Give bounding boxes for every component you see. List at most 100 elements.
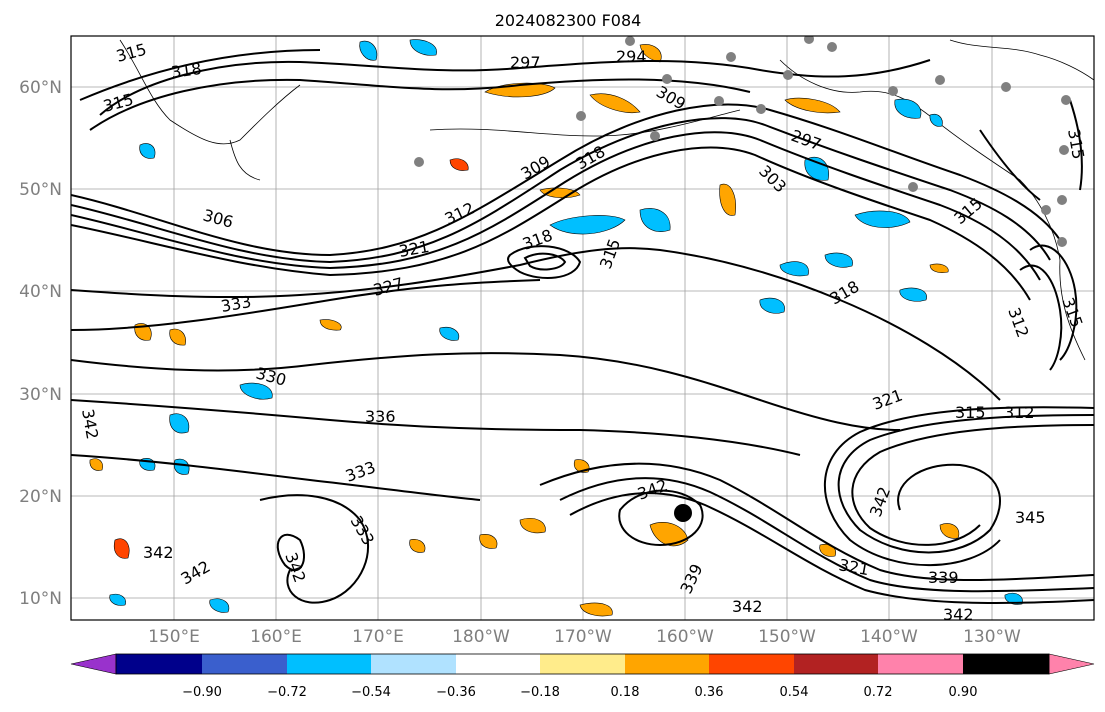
colorbar-tick-label: 0.90 <box>949 685 978 700</box>
map-title: 2024082300 F084 <box>495 11 642 30</box>
colorbar-segment <box>878 654 963 674</box>
shaded-region <box>173 458 190 475</box>
coastline <box>949 39 1094 81</box>
contour-label: 342 <box>143 543 174 562</box>
contour-label: 342 <box>732 597 763 616</box>
lat-tick-label: 30°N <box>19 385 62 405</box>
contour-line <box>71 131 1041 281</box>
contour-label: 345 <box>1015 508 1046 527</box>
shaded-region <box>169 328 186 346</box>
colorbar-tick-label: −0.90 <box>182 685 222 700</box>
station-marker <box>576 111 586 121</box>
colorbar-segment <box>371 654 456 674</box>
colorbar-tick-label: −0.72 <box>267 685 307 700</box>
contour-line <box>71 454 481 501</box>
station-marker <box>650 131 660 141</box>
station-marker <box>1061 95 1071 105</box>
colorbar-tick-label: −0.54 <box>351 685 391 700</box>
station-marker <box>935 75 945 85</box>
station-marker <box>1041 205 1051 215</box>
storm-center-marker <box>674 504 692 522</box>
lon-tick-label: 170°W <box>554 627 612 647</box>
station-marker <box>1057 237 1067 247</box>
station-marker <box>714 96 724 106</box>
shaded-region <box>89 458 103 471</box>
shaded-region <box>113 538 130 559</box>
colorbar-segment <box>625 654 709 674</box>
coastline <box>1059 259 1086 361</box>
map-background <box>71 36 1094 620</box>
coastline <box>119 39 301 145</box>
contour-line <box>71 117 1051 264</box>
shaded-region <box>409 539 426 553</box>
colorbar-segment <box>709 654 794 674</box>
lon-tick-label: 160°W <box>656 627 714 647</box>
colorbar-tick-label: 0.18 <box>611 685 640 700</box>
contour-line <box>523 252 567 271</box>
lon-tick-label: 180°W <box>452 627 510 647</box>
height-contours <box>71 49 1094 604</box>
colorbar-segment <box>202 654 287 674</box>
shaded-region <box>1004 592 1023 605</box>
shaded-region <box>209 598 230 613</box>
contour-line <box>559 477 1094 593</box>
shaded-region <box>824 252 853 268</box>
contour-line <box>539 462 1094 581</box>
lat-tick-label: 10°N <box>19 589 62 609</box>
shaded-region <box>939 523 960 539</box>
contour-line <box>618 489 704 547</box>
shaded-region <box>409 39 437 56</box>
colorbar-segment <box>116 654 202 674</box>
colorbar-outline <box>115 653 1050 675</box>
contour-line <box>71 247 1001 401</box>
contour-line <box>1029 244 1078 361</box>
shaded-region <box>899 287 927 302</box>
station-marker <box>827 42 837 52</box>
shaded-region <box>639 208 671 232</box>
colorbar-tick-label: −0.18 <box>520 685 560 700</box>
colorbar-segment <box>794 654 878 674</box>
longitude-labels: 150°E 160°E 170°E 180°W 170°W 160°W 150°… <box>148 627 1021 647</box>
shaded-region <box>929 263 949 273</box>
lon-tick-label: 160°E <box>250 627 302 647</box>
map-frame <box>70 35 1095 621</box>
shaded-region <box>549 215 626 235</box>
colorbar-tick-label: 0.54 <box>780 685 809 700</box>
shaded-region <box>439 327 460 341</box>
station-marker <box>908 182 918 192</box>
contour-label: 318 <box>170 59 203 82</box>
contour-line <box>1069 99 1083 191</box>
colorbar-segment <box>540 654 625 674</box>
shaded-region <box>479 534 498 549</box>
map-panel: 315 318 315 297 294 309 297 303 306 309 … <box>70 35 1095 621</box>
shaded-region <box>579 602 613 617</box>
lon-tick-label: 130°W <box>963 627 1021 647</box>
lon-tick-label: 150°E <box>148 627 200 647</box>
contour-line <box>71 146 1031 301</box>
contour-label: 294 <box>616 47 647 66</box>
contour-line <box>837 414 1094 554</box>
contour-label: 336 <box>365 407 396 426</box>
lat-tick-label: 60°N <box>19 78 62 98</box>
shaded-region <box>169 413 190 434</box>
contour-line <box>507 245 582 279</box>
coastline <box>429 109 741 137</box>
contour-line <box>71 352 901 431</box>
contour-line <box>79 49 321 101</box>
gridlines <box>71 36 1094 620</box>
shaded-region <box>589 93 641 113</box>
contour-line <box>71 279 541 331</box>
latitude-labels: 60°N 50°N 40°N 30°N 20°N 10°N <box>19 78 62 609</box>
contour-line <box>71 103 1061 257</box>
contour-label: 315 <box>955 403 986 422</box>
station-marker <box>756 104 766 114</box>
station-marker <box>662 74 672 84</box>
shaded-region <box>319 319 342 331</box>
shaded-region <box>894 98 922 119</box>
shaded-region <box>139 143 156 159</box>
station-marker <box>804 36 814 44</box>
shaded-region <box>449 158 469 171</box>
shaded-region <box>649 521 689 547</box>
contour-label: 312 <box>1004 403 1035 422</box>
